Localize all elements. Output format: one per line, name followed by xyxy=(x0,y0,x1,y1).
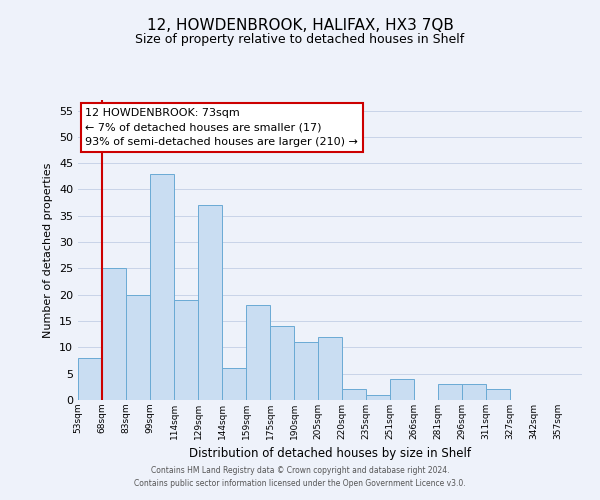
Bar xyxy=(78,358,102,400)
Bar xyxy=(294,342,318,400)
Bar xyxy=(198,206,222,400)
Y-axis label: Number of detached properties: Number of detached properties xyxy=(43,162,53,338)
Bar xyxy=(438,384,462,400)
Bar xyxy=(318,337,342,400)
Bar xyxy=(366,394,390,400)
X-axis label: Distribution of detached houses by size in Shelf: Distribution of detached houses by size … xyxy=(189,448,471,460)
Bar xyxy=(102,268,126,400)
Text: 12 HOWDENBROOK: 73sqm
← 7% of detached houses are smaller (17)
93% of semi-detac: 12 HOWDENBROOK: 73sqm ← 7% of detached h… xyxy=(85,108,358,148)
Text: Contains HM Land Registry data © Crown copyright and database right 2024.
Contai: Contains HM Land Registry data © Crown c… xyxy=(134,466,466,487)
Bar xyxy=(246,306,270,400)
Bar xyxy=(150,174,174,400)
Bar xyxy=(462,384,486,400)
Text: Size of property relative to detached houses in Shelf: Size of property relative to detached ho… xyxy=(136,32,464,46)
Bar xyxy=(174,300,198,400)
Bar xyxy=(390,379,414,400)
Bar xyxy=(270,326,294,400)
Bar xyxy=(126,294,150,400)
Bar xyxy=(222,368,246,400)
Bar xyxy=(486,390,510,400)
Bar xyxy=(342,390,366,400)
Text: 12, HOWDENBROOK, HALIFAX, HX3 7QB: 12, HOWDENBROOK, HALIFAX, HX3 7QB xyxy=(146,18,454,32)
